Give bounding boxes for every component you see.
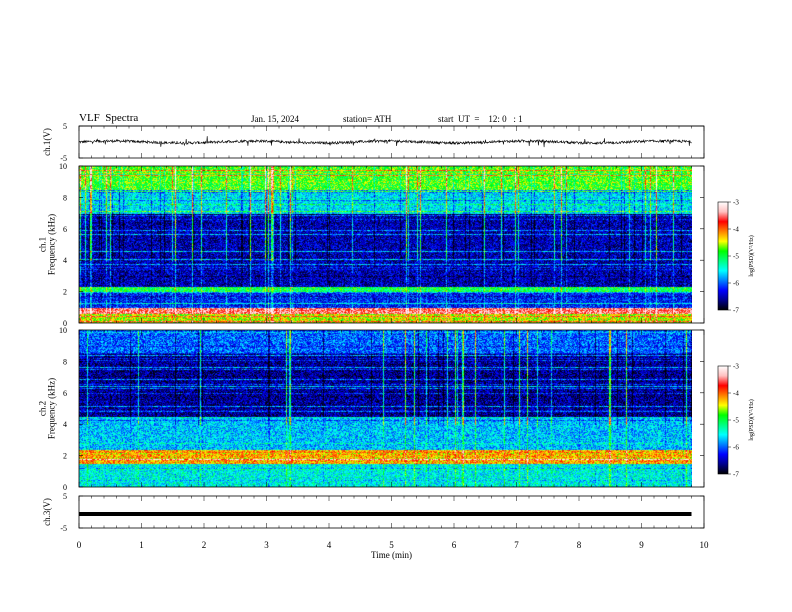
ch1-spectrogram-ylabel: Frequency (kHz) — [47, 214, 57, 275]
ch1-spectrogram-colorbar — [717, 201, 729, 311]
ch1-waveform-ytick-label: 5 — [63, 122, 67, 131]
ch1-waveform-ylabel: ch.1(V) — [42, 128, 52, 156]
ch3-waveform-ylabel: ch.3(V) — [42, 498, 52, 526]
x-tick-label: 3 — [264, 540, 269, 550]
ch1-spectrogram-ytick-label: 8 — [63, 193, 67, 202]
ch3-waveform-ytick-label: 5 — [63, 492, 67, 501]
ch2-spectrogram-ylabel: Frequency (kHz) — [47, 378, 57, 439]
ch1-spectrogram-ytick-label: 2 — [63, 288, 67, 297]
ch1-spectrogram-colorbar-tick-label: -7 — [733, 307, 739, 315]
ch1-spectrogram-ytick-label: 6 — [63, 225, 67, 234]
ch1-spectrogram-ytick-label: 0 — [63, 319, 67, 328]
ch2-spectrogram-colorbar-tick-label: -7 — [733, 471, 739, 479]
ch2-spectrogram-ytick-label: 0 — [63, 483, 67, 492]
ch2-spectrogram-ytick-label: 2 — [63, 452, 67, 461]
ch1-spectrogram-heatmap — [79, 166, 692, 323]
x-tick-label: 6 — [452, 540, 457, 550]
ch2-spectrogram-ylabel: ch.2 — [38, 401, 48, 416]
ch1-spectrogram-ytick-label: 10 — [59, 162, 67, 171]
ch2-spectrogram-colorbar-tick-label: -3 — [733, 363, 739, 371]
chart-title: VLF Spectra — [79, 112, 139, 124]
x-tick-label: 10 — [700, 540, 710, 550]
ch1-spectrogram-colorbar-tick-label: -6 — [733, 280, 739, 288]
x-tick-label: 0 — [77, 540, 82, 550]
ch3-waveform-ytick-label: -5 — [60, 524, 67, 533]
ch1-spectrogram-ytick-label: 4 — [63, 256, 67, 265]
x-tick-label: 7 — [514, 540, 519, 550]
ch1-spectrogram-panel: 0 2 4 6 8 10 ch.1 Frequency (kHz) — [38, 162, 705, 328]
x-tick-label: 9 — [639, 540, 644, 550]
ch2-spectrogram-ytick-label: 10 — [59, 326, 67, 335]
ch1-spectrogram-colorbar-tick-label: -4 — [733, 226, 739, 234]
ch2-spectrogram-colorbar-tick-label: -6 — [733, 444, 739, 452]
ch2-spectrogram-colorbar — [717, 365, 729, 475]
ch1-spectrogram-colorbar-tick-label: -5 — [733, 253, 739, 261]
ch2-spectrogram-ytick-label: 6 — [63, 389, 67, 398]
x-tick-label: 2 — [202, 540, 207, 550]
ch1-spectrogram-ylabel: ch.1 — [38, 237, 48, 252]
ch2-spectrogram-ytick-label: 4 — [63, 420, 67, 429]
x-tick-label: 8 — [577, 540, 582, 550]
x-tick-label: 1 — [139, 540, 144, 550]
ch2-spectrogram-panel: 0 2 4 6 8 10 ch.2 Frequency (kHz) — [38, 326, 705, 492]
ch1-spectrogram-colorbar-tick-label: -3 — [733, 199, 739, 207]
x-tick-label: 4 — [327, 540, 332, 550]
start-time-label: start UT = 12: 0 : 1 — [438, 114, 523, 124]
ch1-waveform-ytick-label: -5 — [60, 154, 67, 163]
ch2-spectrogram-colorbar-tick-label: -5 — [733, 417, 739, 425]
ch2-spectrogram-colorbar-label: log(PSD)(V²/Hz) — [748, 399, 755, 440]
station-label: station= ATH — [343, 114, 392, 124]
ch1-spectrogram-colorbar-label: log(PSD)(V²/Hz) — [748, 235, 755, 276]
x-tick-label: 5 — [389, 540, 394, 550]
ch1-waveform-trace — [79, 136, 692, 148]
ch2-spectrogram-colorbar-tick-label: -4 — [733, 390, 739, 398]
ch2-spectrogram-heatmap — [79, 330, 692, 487]
date-label: Jan. 15, 2024 — [251, 114, 299, 124]
ch2-spectrogram-ytick-label: 8 — [63, 357, 67, 366]
x-axis-label: Time (min) — [371, 550, 412, 560]
